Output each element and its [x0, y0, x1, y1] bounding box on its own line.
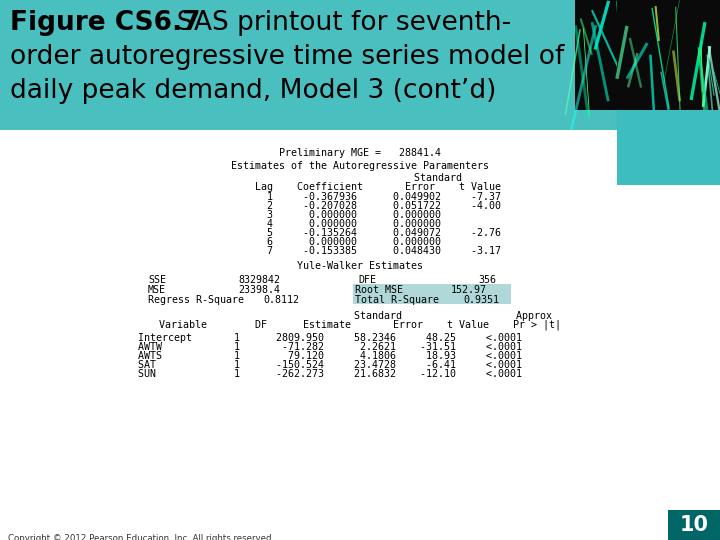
Text: Regress R-Square: Regress R-Square: [148, 295, 244, 305]
Bar: [617, 0, 720, 185]
Text: 23398.4: 23398.4: [238, 285, 280, 295]
Text: Variable        DF      Estimate       Error    t Value    Pr > |t|: Variable DF Estimate Error t Value Pr > …: [159, 320, 561, 330]
Text: SUN             1      -262.273     21.6832    -12.10     <.0001: SUN 1 -262.273 21.6832 -12.10 <.0001: [138, 369, 522, 379]
Text: Copyright © 2012 Pearson Education, Inc. All rights reserved.: Copyright © 2012 Pearson Education, Inc.…: [8, 534, 274, 540]
Text: Yule-Walker Estimates: Yule-Walker Estimates: [297, 261, 423, 271]
Text: 3      0.000000      0.000000: 3 0.000000 0.000000: [219, 210, 501, 220]
Text: AWTS            1        79.120      4.1806     18.93     <.0001: AWTS 1 79.120 4.1806 18.93 <.0001: [138, 351, 522, 361]
Bar: [0, 130, 620, 540]
Text: 152.97: 152.97: [451, 285, 487, 295]
Bar: [353, 294, 511, 304]
Text: Total R-Square: Total R-Square: [355, 295, 439, 305]
Text: Lag    Coefficient       Error    t Value: Lag Coefficient Error t Value: [219, 182, 501, 192]
Text: Preliminary MGE =   28841.4: Preliminary MGE = 28841.4: [279, 148, 441, 158]
Text: Intercept       1      2809.950     58.2346     48.25     <.0001: Intercept 1 2809.950 58.2346 48.25 <.000…: [138, 333, 522, 343]
Text: Standard: Standard: [258, 173, 462, 183]
Text: Figure CS6.7: Figure CS6.7: [10, 10, 200, 36]
Text: Estimates of the Autoregressive Paramenters: Estimates of the Autoregressive Parament…: [231, 161, 489, 171]
Text: Standard                   Approx: Standard Approx: [168, 311, 552, 321]
Text: SSE: SSE: [148, 275, 166, 285]
Text: SAT             1      -150.524     23.4728     -6.41     <.0001: SAT 1 -150.524 23.4728 -6.41 <.0001: [138, 360, 522, 370]
Bar: [617, 110, 720, 185]
Bar: [575, 0, 720, 110]
Text: 0.8112: 0.8112: [263, 295, 299, 305]
Text: 0.9351: 0.9351: [463, 295, 499, 305]
Bar: [668, 510, 720, 540]
Text: 4      0.000000      0.000000: 4 0.000000 0.000000: [219, 219, 501, 229]
Text: 2     -0.207028      0.051722     -4.00: 2 -0.207028 0.051722 -4.00: [219, 201, 501, 211]
Text: DFE: DFE: [358, 275, 376, 285]
Text: 8329842: 8329842: [238, 275, 280, 285]
Bar: [0, 0, 720, 130]
Text: 7     -0.153385      0.048430     -3.17: 7 -0.153385 0.048430 -3.17: [219, 246, 501, 256]
Text: 356: 356: [478, 275, 496, 285]
Text: order autoregressive time series model of: order autoregressive time series model o…: [10, 44, 564, 70]
Text: AWTW            1       -71.282      2.2621    -31.51     <.0001: AWTW 1 -71.282 2.2621 -31.51 <.0001: [138, 342, 522, 352]
Bar: [353, 284, 511, 294]
Text: 6      0.000000      0.000000: 6 0.000000 0.000000: [219, 237, 501, 247]
Bar: [617, 0, 720, 110]
Text: daily peak demand, Model 3 (cont’d): daily peak demand, Model 3 (cont’d): [10, 78, 496, 104]
Bar: [0, 130, 720, 540]
Text: 10: 10: [680, 515, 708, 535]
Text: 1     -0.367936      0.049902     -7.37: 1 -0.367936 0.049902 -7.37: [219, 192, 501, 202]
Text: 5     -0.135264      0.049072     -2.76: 5 -0.135264 0.049072 -2.76: [219, 228, 501, 238]
Text: MSE: MSE: [148, 285, 166, 295]
Text: Root MSE: Root MSE: [355, 285, 403, 295]
Text: SAS printout for seventh-: SAS printout for seventh-: [160, 10, 511, 36]
